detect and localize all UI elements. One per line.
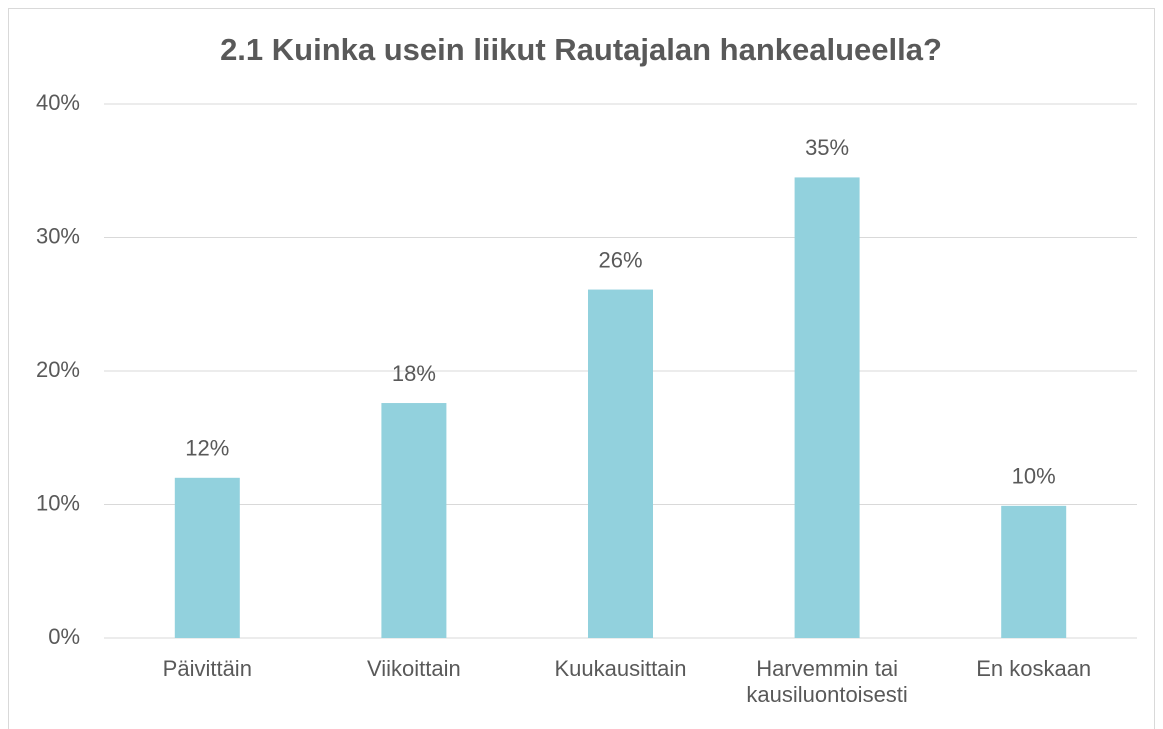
y-tick-label: 20% bbox=[36, 357, 80, 382]
x-tick-label: Harvemmin tai kausiluontoisesti bbox=[746, 656, 908, 707]
bar bbox=[1001, 505, 1067, 638]
data-label: 10% bbox=[1012, 464, 1056, 489]
bar bbox=[794, 177, 860, 639]
data-label: 26% bbox=[598, 247, 642, 272]
data-label: 18% bbox=[392, 361, 436, 386]
y-tick-label: 30% bbox=[36, 223, 80, 248]
data-label: 35% bbox=[805, 135, 849, 160]
y-tick-label: 10% bbox=[36, 490, 80, 515]
chart-title: 2.1 Kuinka usein liikut Rautajalan hanke… bbox=[220, 32, 942, 67]
y-tick-label: 0% bbox=[48, 624, 80, 649]
bar bbox=[174, 477, 240, 638]
y-tick-label: 40% bbox=[36, 90, 80, 115]
data-label: 12% bbox=[185, 436, 229, 461]
bar bbox=[381, 403, 447, 638]
x-tick-label: Kuukausittain bbox=[554, 656, 687, 681]
chart-border bbox=[8, 8, 1155, 729]
x-tick-label: Päivittäin bbox=[162, 656, 252, 681]
x-tick-label: En koskaan bbox=[976, 656, 1092, 681]
bar bbox=[588, 289, 653, 638]
x-tick-label: Viikoittain bbox=[367, 656, 461, 681]
